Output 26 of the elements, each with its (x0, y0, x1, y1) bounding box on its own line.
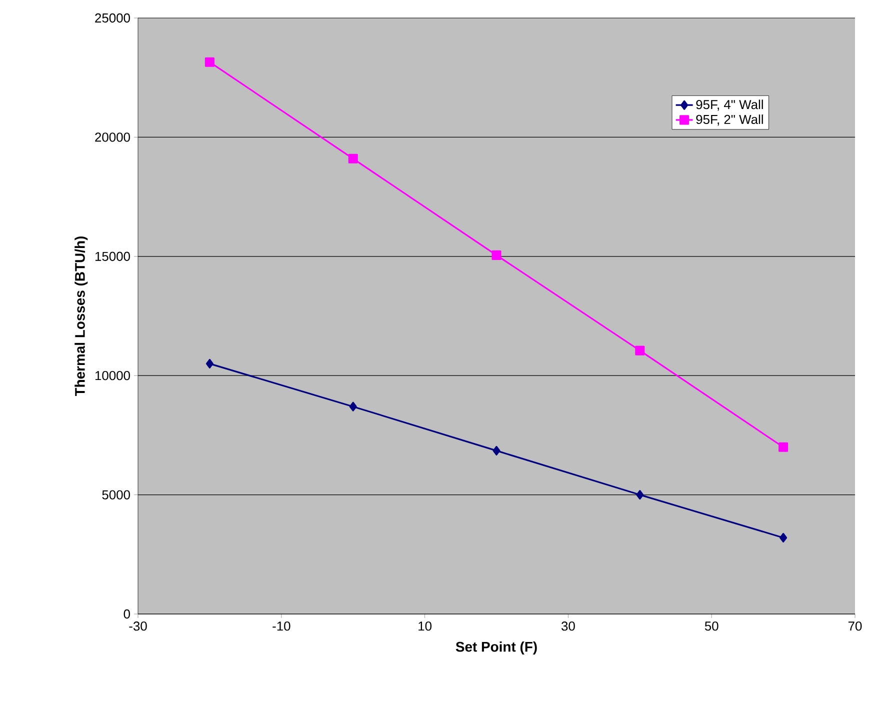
x-tick-label: -10 (272, 622, 290, 631)
y-tick-label: 25000 (95, 13, 130, 23)
point (492, 446, 500, 456)
y-tick-label: 5000 (102, 490, 130, 500)
point (780, 532, 788, 542)
x-tick-label: 50 (704, 622, 718, 631)
legend-label: 95F, 4" Wall (696, 100, 763, 111)
point (204, 57, 214, 67)
x-tick-label: 30 (562, 622, 575, 631)
legend-label: 95F, 2" Wall (696, 114, 763, 126)
x-axis-title: Set Point (F) (456, 642, 537, 654)
point (206, 358, 214, 368)
y-tick-label: 20000 (95, 132, 130, 142)
point (635, 346, 645, 356)
x-tick-label: -30 (129, 622, 147, 631)
point (348, 154, 358, 164)
x-tick-label: 70 (848, 622, 862, 631)
y-tick-label: 10000 (95, 371, 130, 380)
point (636, 490, 644, 500)
y-tick-label: 0 (124, 609, 130, 619)
y-axis-title: Thermal Losses (BTU/h) (74, 236, 88, 396)
point (492, 250, 502, 260)
y-tick-label: 15000 (95, 252, 130, 261)
x-tick-label: 10 (418, 622, 432, 631)
point (778, 442, 788, 452)
point (349, 402, 357, 412)
